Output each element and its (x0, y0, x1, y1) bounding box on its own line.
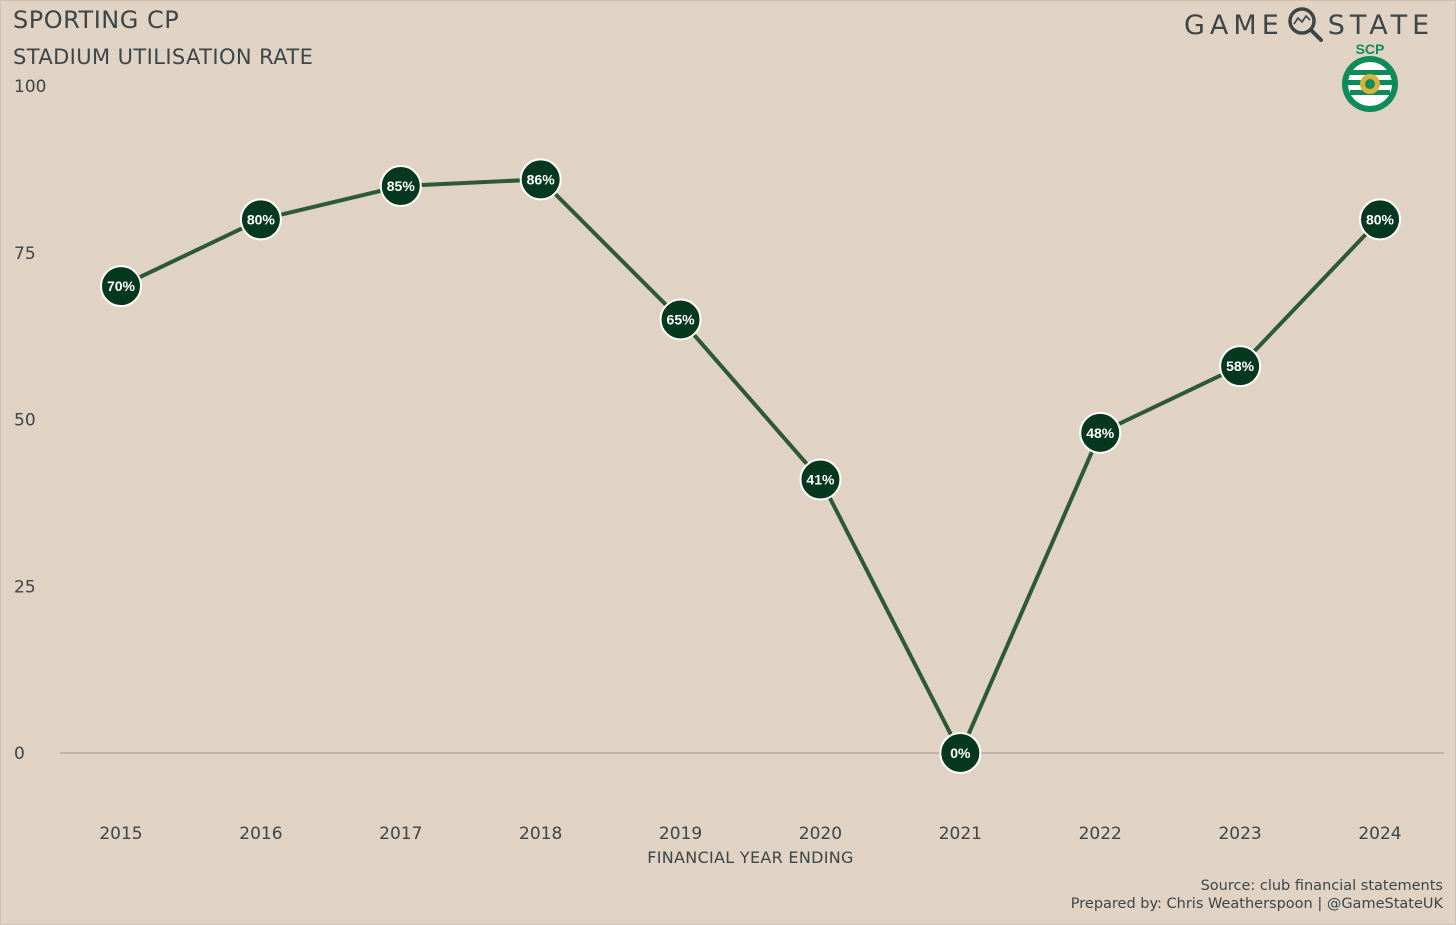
data-point: 70% (100, 265, 142, 308)
credit-note: Prepared by: Chris Weatherspoon | @GameS… (1070, 896, 1443, 912)
x-tick-label: 2017 (379, 824, 422, 844)
data-point-label: 48% (1086, 425, 1115, 441)
data-point: 80% (1359, 198, 1401, 241)
x-tick-label: 2019 (659, 824, 702, 844)
data-markers: 70% 80% 85% 86% 65% 41% 0% 48% 58% 80% (100, 158, 1401, 774)
data-point-label: 65% (667, 311, 696, 327)
data-point-marker (100, 265, 142, 308)
y-tick-label: 25 (14, 577, 36, 597)
chart-footer: Source: club financial statements Prepar… (1071, 877, 1443, 913)
data-point-marker (1359, 198, 1401, 241)
y-axis: 0 25 50 75 100 (14, 77, 46, 764)
x-axis: 2015 2016 2017 2018 2019 2020 2021 2022 2023 2024 (99, 824, 1401, 844)
data-point-marker (239, 198, 282, 241)
data-point: 86% (519, 158, 562, 201)
data-point-marker (379, 165, 422, 208)
data-point-label: 58% (1226, 358, 1255, 374)
data-point-marker (519, 158, 562, 201)
x-tick-label: 2023 (1218, 824, 1261, 844)
crest-text: SCP (1356, 41, 1385, 57)
x-tick-label: 2022 (1079, 824, 1122, 844)
data-point: 48% (1079, 411, 1122, 454)
x-tick-label: 2015 (99, 824, 142, 844)
data-point: 80% (239, 198, 282, 241)
y-tick-label: 100 (14, 77, 46, 97)
x-tick-label: 2021 (939, 824, 982, 844)
y-tick-label: 50 (14, 411, 36, 431)
brand-word-right: STATE (1327, 9, 1435, 41)
data-point-label: 70% (107, 278, 136, 294)
game-state-logo: GAME STATE (1184, 6, 1434, 44)
y-tick-label: 0 (14, 744, 25, 764)
data-point-label: 86% (527, 171, 556, 187)
x-tick-label: 2024 (1358, 824, 1401, 844)
data-point-marker (1219, 345, 1262, 388)
x-tick-label: 2020 (799, 824, 842, 844)
data-point-label: 85% (387, 178, 416, 194)
data-point: 65% (659, 298, 702, 341)
data-point: 0% (939, 732, 982, 774)
x-tick-label: 2016 (239, 824, 282, 844)
data-point-label: 41% (806, 472, 835, 488)
x-axis-label: FINANCIAL YEAR ENDING (647, 848, 853, 867)
data-point-label: 80% (247, 211, 276, 227)
data-point: 41% (799, 458, 842, 501)
data-point-marker (1079, 411, 1122, 454)
data-point-marker (659, 298, 702, 341)
brand-word-left: GAME (1184, 9, 1284, 41)
source-note: Source: club financial statements (1200, 878, 1443, 894)
chart-title: SPORTING CP (13, 6, 180, 34)
y-tick-label: 75 (14, 244, 36, 264)
data-point-label: 80% (1366, 211, 1395, 227)
x-tick-label: 2018 (519, 824, 562, 844)
data-point-marker (799, 458, 842, 501)
series-line (120, 177, 1382, 755)
data-point: 85% (379, 165, 422, 208)
magnifier-icon (1286, 6, 1324, 44)
data-point: 58% (1219, 345, 1262, 388)
chart-subtitle: STADIUM UTILISATION RATE (13, 45, 314, 69)
data-point-label: 0% (950, 745, 971, 761)
data-point-marker (939, 732, 982, 774)
sporting-cp-crest: SCP (1338, 40, 1402, 118)
